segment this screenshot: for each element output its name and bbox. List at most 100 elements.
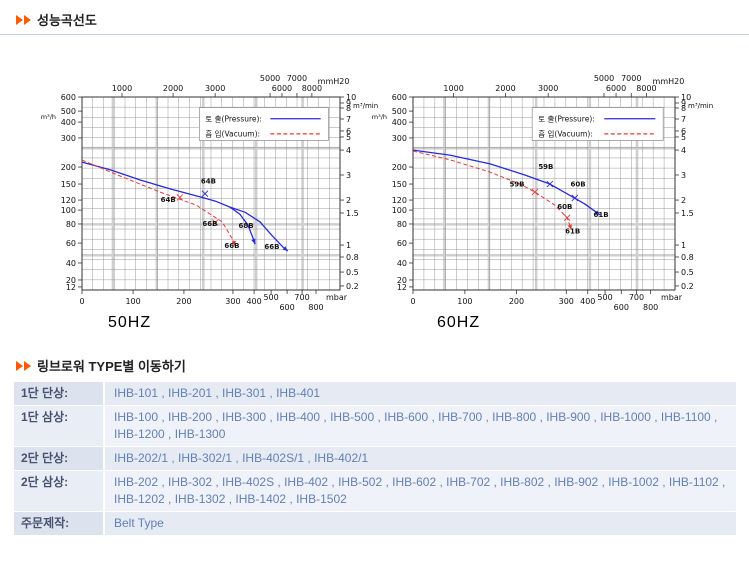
svg-text:1.5: 1.5 [681,209,694,218]
svg-text:mmH20: mmH20 [653,77,685,86]
svg-text:6000: 6000 [272,84,292,93]
svg-text:20: 20 [397,276,407,285]
svg-text:120: 120 [61,196,76,205]
svg-text:3: 3 [681,171,686,180]
chart-caption-60hz: 60HZ [437,314,481,331]
row-label: 주문제작: [14,512,103,535]
svg-text:m³/min: m³/min [353,102,378,110]
svg-text:토 출(Pressure):: 토 출(Pressure): [205,113,262,123]
chart-caption-50hz: 50HZ [108,314,152,331]
type-table: 1단 단상: IHB-101 , IHB-201 , IHB-301 , IHB-… [14,382,736,536]
svg-text:mbar: mbar [326,293,348,302]
svg-text:66B: 66B [224,242,239,250]
svg-text:6000: 6000 [606,84,626,93]
svg-text:120: 120 [392,196,407,205]
svg-text:4: 4 [346,146,351,155]
svg-text:300: 300 [392,134,407,143]
performance-curve-svg: 6005004003002001501201008060402012109876… [41,74,378,312]
svg-text:10: 10 [346,93,356,102]
table-row: 1단 삼상: IHB-100 , IHB-200 , IHB-300 , IHB-… [14,406,736,446]
svg-text:400: 400 [580,297,595,306]
row-model-links[interactable]: IHB-202/1 , IHB-302/1 , IHB-402S/1 , IHB… [105,447,736,470]
svg-text:60: 60 [397,239,407,248]
svg-text:300: 300 [61,134,76,143]
svg-text:500: 500 [597,293,612,302]
row-model-links[interactable]: IHB-100 , IHB-200 , IHB-300 , IHB-400 , … [105,406,736,446]
double-arrow-icon [16,360,31,371]
performance-curve-svg: 6005004003002001501201008060402012109876… [372,74,713,312]
svg-text:60B: 60B [557,203,572,211]
svg-text:5000: 5000 [260,74,280,83]
svg-text:600: 600 [392,93,407,102]
row-label: 2단 단상: [14,447,103,470]
row-model-links[interactable]: Belt Type [105,512,736,535]
table-row: 2단 단상: IHB-202/1 , IHB-302/1 , IHB-402S/1… [14,447,736,470]
performance-chart-60hz: 600 500 400 300 200 150 120 100 80 60 40 20 12 10 9 8 7 6… [361,66,747,319]
svg-text:8000: 8000 [636,84,656,93]
double-arrow-icon [16,14,31,25]
svg-text:mmH20: mmH20 [318,77,350,86]
svg-text:0.2: 0.2 [346,282,359,291]
svg-text:0: 0 [410,297,415,306]
svg-text:59B: 59B [509,181,524,189]
svg-text:1: 1 [681,241,686,250]
svg-text:200: 200 [509,297,524,306]
type-nav-section-title: 링브로워 TYPE별 이동하기 [37,359,186,374]
svg-text:600: 600 [61,93,76,102]
svg-text:300: 300 [559,297,574,306]
row-label: 2단 삼상: [14,471,103,511]
svg-text:64B: 64B [161,196,176,204]
svg-text:200: 200 [61,163,76,172]
svg-text:3: 3 [346,171,351,180]
svg-text:200: 200 [176,297,191,306]
svg-text:400: 400 [392,118,407,127]
svg-text:6: 6 [681,127,686,136]
svg-text:m³/h: m³/h [41,113,56,121]
svg-text:7000: 7000 [621,74,641,83]
svg-text:2000: 2000 [163,84,183,93]
svg-text:400: 400 [246,297,261,306]
performance-section-header: 성능곡선도 [16,10,97,29]
svg-text:700: 700 [629,293,644,302]
svg-text:12: 12 [397,283,407,292]
svg-text:9: 9 [681,99,686,108]
svg-text:500: 500 [392,107,407,116]
svg-text:61B: 61B [594,211,609,219]
svg-text:100: 100 [392,206,407,215]
svg-text:60B: 60B [571,181,586,189]
svg-text:5000: 5000 [594,74,614,83]
svg-text:150: 150 [392,180,407,189]
svg-text:2: 2 [681,196,686,205]
svg-text:흡 입(Vacuum):: 흡 입(Vacuum): [538,128,593,138]
svg-text:7000: 7000 [287,74,307,83]
svg-text:300: 300 [225,297,240,306]
table-row: 주문제작: Belt Type [14,512,736,535]
svg-text:60: 60 [66,239,76,248]
svg-text:66B: 66B [264,243,279,251]
header-divider [0,34,749,35]
svg-text:8: 8 [346,104,351,113]
svg-text:9: 9 [346,99,351,108]
row-model-links[interactable]: IHB-202 , IHB-302 , IHB-402S , IHB-402 ,… [105,471,736,511]
svg-text:3000: 3000 [205,84,225,93]
svg-text:800: 800 [643,303,658,312]
svg-text:500: 500 [61,107,76,116]
svg-text:100: 100 [125,297,140,306]
svg-text:1: 1 [346,241,351,250]
svg-text:20: 20 [66,276,76,285]
row-model-links[interactable]: IHB-101 , IHB-201 , IHB-301 , IHB-401 [105,382,736,405]
svg-text:8: 8 [681,104,686,113]
svg-text:1000: 1000 [112,84,132,93]
svg-text:100: 100 [61,206,76,215]
performance-section-title: 성능곡선도 [37,13,97,28]
svg-text:66B: 66B [202,220,217,228]
table-row: 2단 삼상: IHB-202 , IHB-302 , IHB-402S , IHB… [14,471,736,511]
svg-text:m³/min: m³/min [688,102,713,110]
svg-text:0.8: 0.8 [346,253,359,262]
svg-text:10: 10 [681,93,691,102]
svg-text:흡 입(Vacuum):: 흡 입(Vacuum): [205,128,260,138]
svg-text:mbar: mbar [661,293,683,302]
svg-text:40: 40 [66,259,76,268]
svg-text:m³/h: m³/h [372,113,387,121]
row-label: 1단 삼상: [14,406,103,446]
